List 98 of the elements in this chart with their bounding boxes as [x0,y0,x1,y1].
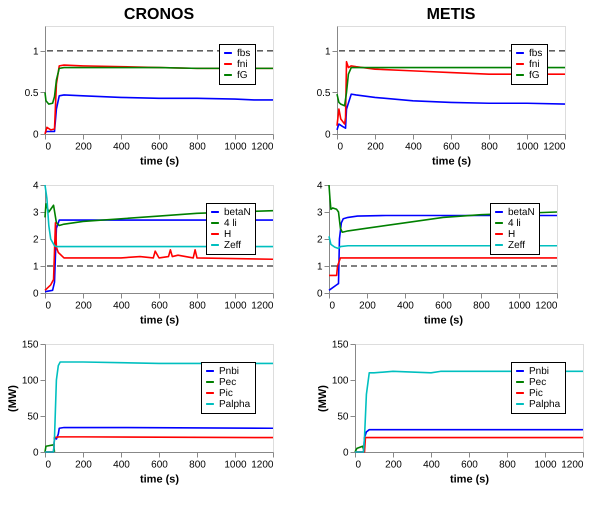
x-tick-label: 800 [189,300,206,312]
legend-label: fG [237,70,248,81]
y-tick-label: 0 [316,288,323,300]
x-tick-label: 1000 [224,460,248,470]
chart-title: METIS [426,6,476,23]
y-tick-label: 100 [332,376,349,386]
y-tick-label: 0.5 [316,88,331,99]
x-tick-label: 600 [435,300,452,312]
legend-label: Pnbi [529,366,550,377]
x-tick-label: 1000 [224,142,248,152]
legend-label: betaN [224,207,251,218]
x-tick-label: 600 [151,142,168,152]
y-tick-label: 50 [337,412,349,422]
y-tick-label: 0 [342,448,349,458]
x-tick-label: 600 [151,300,168,312]
x-tick-label: 1200 [535,300,558,312]
legend-label: fni [237,59,248,70]
legend-label: Pec [219,377,236,388]
legend-label: H [224,229,232,240]
x-tick-label: 800 [499,460,516,470]
y-tick-label: 150 [22,340,39,350]
y-tick-label: 1 [32,46,39,58]
y-tick-label: 0 [32,448,39,458]
x-tick-label: 1200 [251,300,274,312]
legend-label: H [508,229,516,240]
x-tick-label: 600 [443,142,460,152]
chart-title: CRONOS [124,6,194,23]
x-tick-label: 200 [75,300,92,312]
x-tick-label: 800 [473,300,490,312]
y-tick-label: 50 [27,412,39,422]
x-tick-label: 1200 [251,460,274,470]
y-tick-label: 1 [316,262,323,272]
legend-label: Zeff [508,240,526,251]
y-axis-title: (MW) [6,384,19,412]
x-tick-label: 400 [113,460,130,470]
y-tick-label: 3 [32,208,39,218]
x-tick-label: 800 [481,142,498,152]
y-tick-label: 0 [32,288,39,300]
x-tick-label: 600 [461,460,478,470]
x-tick-label: 0 [356,460,362,470]
x-tick-label: 200 [359,300,376,312]
x-tick-label: 200 [75,460,92,470]
x-tick-label: 1200 [251,142,274,152]
line-series [336,93,566,131]
legend-label: Pic [529,388,543,399]
y-tick-label: 1 [324,46,331,58]
x-tick-label: 0 [46,460,52,470]
x-tick-label: 1200 [543,142,566,152]
legend-label: fG [529,70,540,81]
line-series [328,257,558,276]
legend-label: fni [529,59,540,70]
x-axis-title: time (s) [450,474,490,486]
x-tick-label: 1000 [534,460,558,470]
legend-label: Pic [219,388,233,399]
x-axis-title: time (s) [140,156,180,168]
legend-label: 4 li [224,218,237,229]
x-tick-label: 1000 [516,142,540,152]
legend-label: fbs [237,48,250,59]
x-tick-label: 400 [113,300,130,312]
legend-label: Pnbi [219,366,240,377]
y-tick-label: 0 [324,130,331,140]
x-tick-label: 200 [385,460,402,470]
x-tick-label: 1000 [508,300,532,312]
y-tick-label: 0 [32,130,39,140]
y-tick-label: 150 [332,340,349,350]
y-tick-label: 4 [316,180,323,192]
legend-label: betaN [508,207,535,218]
x-axis-title: time (s) [432,156,472,168]
x-tick-label: 1200 [561,460,584,470]
x-tick-label: 200 [75,142,92,152]
x-tick-label: 200 [367,142,384,152]
x-tick-label: 400 [405,142,422,152]
y-tick-label: 4 [32,180,39,192]
legend-label: Pec [529,377,546,388]
x-tick-label: 1000 [224,300,248,312]
x-axis-title: time (s) [140,314,180,326]
x-tick-label: 800 [189,142,206,152]
x-axis-title: time (s) [140,474,180,486]
legend-label: 4 li [508,218,521,229]
y-tick-label: 1 [32,262,39,272]
legend-label: Palpha [529,399,561,410]
legend-label: Zeff [224,240,242,251]
y-tick-label: 2 [316,234,323,246]
x-tick-label: 400 [423,460,440,470]
x-axis-title: time (s) [424,314,464,326]
x-tick-label: 800 [189,460,206,470]
y-tick-label: 100 [22,376,39,386]
x-tick-label: 600 [151,460,168,470]
legend-label: fbs [529,48,542,59]
x-tick-label: 400 [113,142,130,152]
x-tick-label: 0 [46,142,52,152]
y-axis-title: (MW) [316,384,329,412]
y-tick-label: 3 [316,208,323,218]
legend-label: Palpha [219,399,251,410]
y-tick-label: 0.5 [24,88,39,99]
x-tick-label: 400 [397,300,414,312]
x-tick-label: 0 [46,300,52,312]
y-tick-label: 2 [32,234,39,246]
